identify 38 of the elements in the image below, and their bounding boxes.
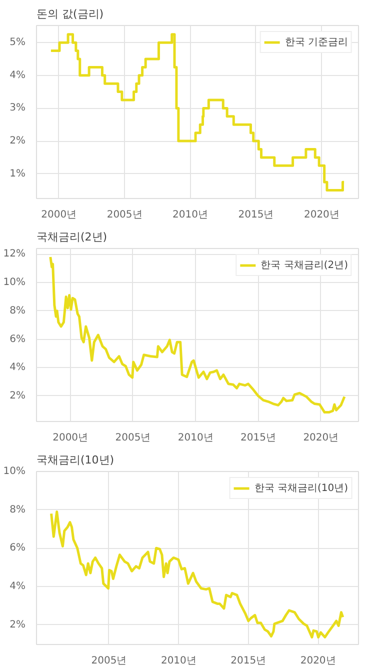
y-tick-label: 2% <box>10 390 26 402</box>
x-tick-label: 2015년 <box>230 656 266 666</box>
y-tick-label: 6% <box>10 542 26 554</box>
x-tick-label: 2020년 <box>303 432 339 444</box>
y-tick-label: 2% <box>10 619 26 630</box>
y-tick-label: 12% <box>3 248 26 260</box>
x-tick-label: 2020년 <box>300 656 336 666</box>
line-series <box>50 510 344 638</box>
x-tick-label: 2010년 <box>172 210 208 220</box>
chart-title: 돈의 값(금리) <box>36 8 104 20</box>
x-tick-label: 2005년 <box>106 210 142 220</box>
y-tick-label: 5% <box>10 37 26 48</box>
legend-label: 한국 국채금리(2년) <box>260 259 348 272</box>
x-tick-label: 2015년 <box>238 210 274 220</box>
x-tick-label: 2000년 <box>52 432 88 444</box>
y-tick-label: 8% <box>10 305 26 316</box>
y-tick-label: 4% <box>10 580 26 592</box>
x-tick-label: 2010년 <box>160 656 196 666</box>
chart-title: 국채금리(10년) <box>36 454 114 466</box>
chart-title: 국채금리(2년) <box>36 230 108 244</box>
x-tick-label: 2015년 <box>240 432 276 444</box>
x-tick-label: 2010년 <box>178 432 214 444</box>
legend-label: 한국 국채금리(10년) <box>254 482 348 495</box>
y-tick-label: 10% <box>3 466 26 477</box>
y-tick-label: 1% <box>10 168 26 180</box>
y-tick-label: 6% <box>10 334 26 345</box>
y-tick-label: 8% <box>10 504 26 516</box>
x-tick-label: 2005년 <box>115 432 151 444</box>
y-tick-label: 4% <box>10 362 26 374</box>
y-tick-label: 4% <box>10 70 26 81</box>
line-series <box>49 256 346 414</box>
x-tick-label: 2005년 <box>91 656 127 666</box>
y-tick-label: 2% <box>10 136 26 147</box>
y-tick-label: 3% <box>10 102 26 114</box>
x-tick-label: 2020년 <box>304 210 340 220</box>
legend-label: 한국 기준금리 <box>284 36 348 49</box>
y-tick-label: 10% <box>3 277 26 288</box>
x-tick-label: 2000년 <box>41 210 77 220</box>
